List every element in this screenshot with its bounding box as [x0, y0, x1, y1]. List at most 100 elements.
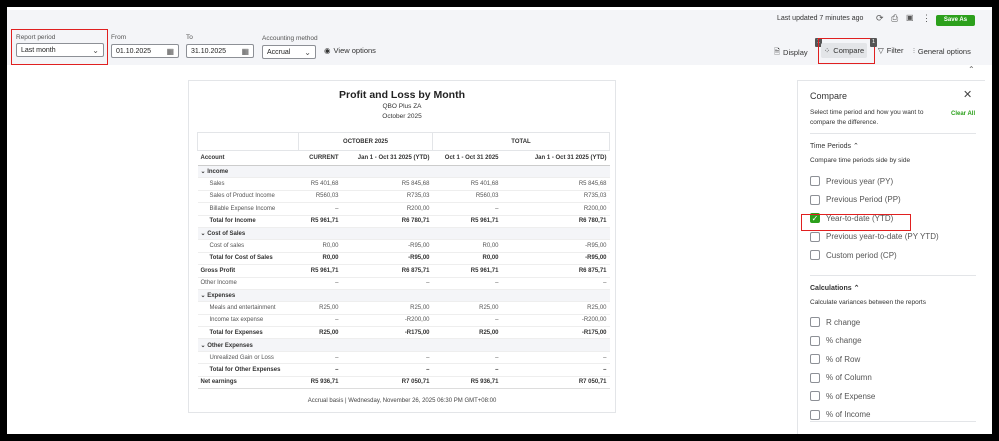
value-cell[interactable]: –: [432, 202, 502, 216]
value-cell[interactable]: –: [432, 277, 502, 290]
accounting-method-select[interactable]: Accrual ⌄: [262, 45, 316, 59]
chevron-down-icon[interactable]: ⌄: [200, 342, 208, 349]
report-period-select[interactable]: Last month ⌄: [16, 43, 104, 57]
value-cell[interactable]: –: [341, 363, 433, 377]
value-cell[interactable]: -R175,00: [341, 326, 433, 340]
column-header[interactable]: Account: [197, 150, 299, 166]
value-cell[interactable]: -R175,00: [501, 326, 610, 340]
column-header[interactable]: Jan 1 - Oct 31 2025 (YTD): [501, 150, 610, 166]
checkbox-time-periods[interactable]: Previous year (PY): [810, 176, 893, 186]
value-cell[interactable]: R5 845,68: [501, 177, 610, 191]
chevron-down-icon[interactable]: ⌄: [200, 169, 208, 176]
account-cell[interactable]: ⌄ Other Expenses: [197, 338, 610, 352]
checkbox-calculations[interactable]: % of Row: [810, 354, 860, 364]
chevron-down-icon[interactable]: ⌄: [200, 231, 208, 238]
view-options-button[interactable]: ◉ View options: [324, 46, 376, 55]
value-cell[interactable]: -R95,00: [501, 239, 610, 253]
refresh-icon[interactable]: ⟳: [876, 13, 884, 23]
account-cell[interactable]: ⌄ Income: [197, 165, 610, 179]
account-cell[interactable]: ⌄ Expenses: [197, 289, 610, 303]
clear-all-link[interactable]: Clear All: [951, 111, 976, 117]
value-cell[interactable]: -R95,00: [501, 251, 610, 266]
value-cell[interactable]: –: [298, 277, 342, 290]
value-cell[interactable]: R6 780,71: [341, 214, 433, 228]
checkbox-checked-icon[interactable]: ✓: [810, 213, 820, 223]
value-cell[interactable]: R6 875,71: [501, 264, 610, 278]
save-as-button[interactable]: Save As: [936, 15, 975, 26]
collapse-chevron-icon[interactable]: ⌃: [968, 65, 975, 74]
value-cell[interactable]: R5 936,71: [432, 375, 502, 390]
export-icon[interactable]: ▣: [906, 13, 914, 22]
value-cell[interactable]: R5 961,71: [298, 264, 342, 278]
checkbox-icon[interactable]: [810, 317, 820, 327]
value-cell[interactable]: –: [432, 314, 502, 328]
calculations-toggle[interactable]: Calculations ⌃: [810, 284, 859, 292]
checkbox-icon[interactable]: [810, 391, 820, 401]
checkbox-icon[interactable]: [810, 335, 820, 346]
checkbox-icon[interactable]: [810, 354, 820, 364]
time-periods-toggle[interactable]: Time Periods ⌃: [810, 142, 859, 150]
value-cell[interactable]: R7 050,71: [341, 375, 433, 390]
checkbox-icon[interactable]: [810, 409, 820, 420]
from-date-input[interactable]: 01.10.2025 ▦: [111, 44, 179, 58]
value-cell[interactable]: R5 961,71: [432, 264, 502, 278]
checkbox-calculations[interactable]: % of Expense: [810, 391, 875, 401]
checkbox-time-periods[interactable]: Previous Period (PP): [810, 194, 901, 205]
column-header[interactable]: Oct 1 - Oct 31 2025: [432, 150, 502, 166]
checkbox-calculations[interactable]: % change: [810, 335, 862, 346]
value-cell[interactable]: R0,00: [298, 239, 342, 253]
column-header[interactable]: CURRENT: [298, 150, 342, 166]
value-cell[interactable]: -R95,00: [341, 239, 433, 253]
value-cell[interactable]: R7 050,71: [501, 375, 610, 390]
value-cell[interactable]: R560,03: [298, 190, 342, 204]
value-cell[interactable]: –: [298, 363, 342, 377]
column-header[interactable]: Jan 1 - Oct 31 2025 (YTD): [341, 150, 433, 166]
value-cell[interactable]: R25,00: [298, 326, 342, 340]
general-options-button[interactable]: ⫶ General options: [913, 46, 971, 56]
checkbox-icon[interactable]: [810, 372, 820, 383]
value-cell[interactable]: R5 845,68: [341, 177, 433, 191]
more-icon[interactable]: ⋮: [922, 13, 931, 23]
value-cell[interactable]: -R200,00: [341, 314, 433, 328]
print-icon[interactable]: ⎙: [891, 13, 899, 23]
chevron-down-icon[interactable]: ⌄: [200, 293, 208, 300]
calendar-icon[interactable]: ▦: [166, 47, 174, 56]
value-cell[interactable]: R5 401,68: [432, 177, 502, 191]
filter-button[interactable]: ▽ Filter: [878, 46, 903, 55]
value-cell[interactable]: R0,00: [432, 251, 502, 266]
close-icon[interactable]: ✕: [963, 89, 973, 101]
checkbox-calculations[interactable]: R change: [810, 317, 860, 327]
value-cell[interactable]: R5 961,71: [298, 214, 342, 228]
value-cell[interactable]: R25,00: [501, 301, 610, 315]
checkbox-icon[interactable]: [810, 176, 820, 186]
value-cell[interactable]: -R200,00: [501, 314, 610, 328]
value-cell[interactable]: –: [298, 314, 342, 328]
value-cell[interactable]: R560,03: [432, 190, 502, 204]
value-cell[interactable]: -R95,00: [341, 251, 433, 266]
checkbox-icon[interactable]: [810, 250, 820, 260]
value-cell[interactable]: R735,03: [341, 190, 433, 204]
value-cell[interactable]: R25,00: [432, 326, 502, 340]
checkbox-icon[interactable]: [810, 194, 820, 205]
value-cell[interactable]: –: [298, 202, 342, 216]
value-cell[interactable]: –: [501, 351, 610, 365]
value-cell[interactable]: R735,03: [501, 190, 610, 204]
value-cell[interactable]: –: [501, 277, 610, 290]
value-cell[interactable]: –: [432, 351, 502, 365]
value-cell[interactable]: –: [432, 363, 502, 377]
value-cell[interactable]: R25,00: [432, 301, 502, 315]
value-cell[interactable]: R5 961,71: [432, 214, 502, 228]
display-button[interactable]: 🗎 Display: [774, 46, 808, 59]
value-cell[interactable]: R0,00: [298, 251, 342, 266]
value-cell[interactable]: R200,00: [341, 202, 433, 216]
checkbox-calculations[interactable]: % of Income: [810, 409, 870, 420]
value-cell[interactable]: R5 936,71: [298, 375, 342, 390]
value-cell[interactable]: –: [341, 351, 433, 365]
value-cell[interactable]: –: [298, 351, 342, 365]
value-cell[interactable]: R5 401,68: [298, 177, 342, 191]
checkbox-time-periods[interactable]: Previous year-to-date (PY YTD): [810, 231, 939, 242]
value-cell[interactable]: R0,00: [432, 239, 502, 253]
value-cell[interactable]: –: [501, 363, 610, 377]
value-cell[interactable]: R6 780,71: [501, 214, 610, 228]
value-cell[interactable]: R6 875,71: [341, 264, 433, 278]
